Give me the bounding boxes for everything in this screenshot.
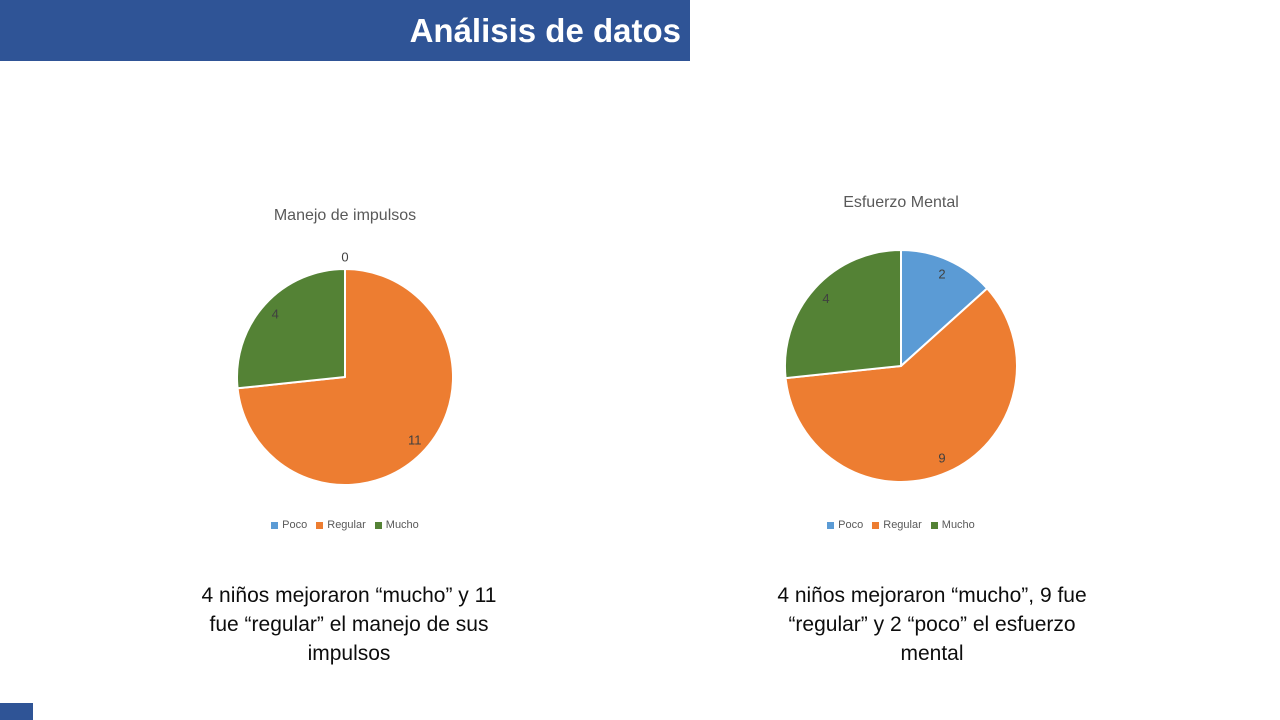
chart-title-manejo: Manejo de impulsos xyxy=(273,207,417,224)
pie-chart-manejo: 0 11 4 xyxy=(236,250,454,486)
chart-legend-esfuerzo: Poco Regular Mucho xyxy=(776,519,1026,531)
legend-label-poco: Poco xyxy=(838,519,864,531)
legend-swatch-mucho xyxy=(374,521,382,529)
legend-item-mucho: Mucho xyxy=(374,519,419,531)
footer-accent-bar xyxy=(0,703,33,720)
legend-label-poco: Poco xyxy=(282,519,308,531)
pie-slice-mucho xyxy=(236,268,346,390)
legend-item-mucho: Mucho xyxy=(930,519,975,531)
data-label-poco: 2 xyxy=(938,266,945,281)
chart-title-esfuerzo: Esfuerzo Mental xyxy=(843,194,959,211)
header-bar: Análisis de datos xyxy=(0,0,690,61)
pie-slice-poco xyxy=(900,249,989,367)
legend-label-mucho: Mucho xyxy=(385,519,419,531)
legend-swatch-poco xyxy=(271,521,279,529)
chart-legend-manejo: Poco Regular Mucho xyxy=(225,519,465,531)
pie-chart-esfuerzo: 2 9 4 xyxy=(784,249,1018,483)
legend-swatch-poco xyxy=(827,521,835,529)
pie-slice-regular xyxy=(784,287,1018,483)
data-label-poco: 0 xyxy=(341,250,348,265)
data-label-regular: 11 xyxy=(408,432,422,447)
chart-esfuerzo-mental: Esfuerzo Mental 2 9 4 Poco Regular Mucho xyxy=(776,194,1026,544)
data-label-mucho: 4 xyxy=(822,291,829,306)
legend-swatch-mucho xyxy=(930,521,938,529)
legend-item-regular: Regular xyxy=(316,519,366,531)
legend-label-mucho: Mucho xyxy=(941,519,975,531)
pie-slice-mucho xyxy=(784,249,902,380)
legend-swatch-regular xyxy=(872,521,880,529)
chart-manejo-de-impulsos: Manejo de impulsos 0 11 4 Poco Regular Muc… xyxy=(225,207,465,547)
legend-label-regular: Regular xyxy=(327,519,366,531)
data-label-mucho: 4 xyxy=(272,307,279,322)
legend-item-poco: Poco xyxy=(827,519,863,531)
legend-label-regular: Regular xyxy=(883,519,922,531)
caption-esfuerzo-mental: 4 niños mejoraron “mucho”, 9 fue “regula… xyxy=(777,584,1087,665)
data-label-regular: 9 xyxy=(938,451,945,466)
caption-manejo-de-impulsos: 4 niños mejoraron “mucho” y 11 fue “regu… xyxy=(201,584,497,665)
legend-item-poco: Poco xyxy=(271,519,307,531)
legend-swatch-regular xyxy=(316,521,324,529)
page-title: Análisis de datos xyxy=(409,11,681,49)
legend-item-regular: Regular xyxy=(872,519,922,531)
